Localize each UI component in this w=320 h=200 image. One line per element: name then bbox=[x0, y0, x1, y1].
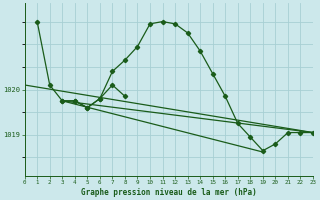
X-axis label: Graphe pression niveau de la mer (hPa): Graphe pression niveau de la mer (hPa) bbox=[81, 188, 257, 197]
